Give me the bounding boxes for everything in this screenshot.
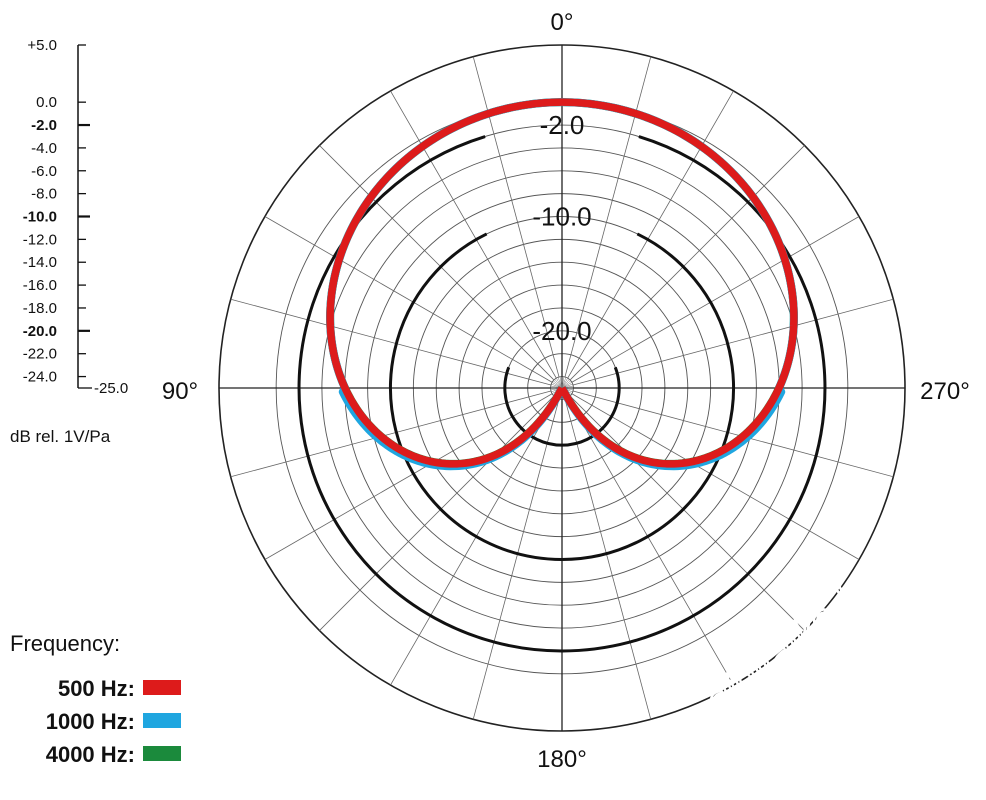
- grid-spoke: [472, 398, 560, 720]
- bold-ring: [503, 366, 621, 447]
- hub-spoke: [561, 379, 570, 389]
- legend-swatch: [143, 680, 181, 695]
- scale-tick-label: -10.0: [23, 209, 57, 226]
- ring-label: -20.0: [532, 316, 591, 346]
- grid-spoke: [264, 393, 553, 560]
- scale-tick-label: -2.0: [31, 117, 57, 134]
- scale-tick-label: -22.0: [23, 346, 57, 363]
- grid-spoke: [569, 145, 805, 381]
- hub-spoke: [551, 382, 563, 389]
- bold-rings: [297, 135, 827, 653]
- grid-spoke: [572, 298, 894, 386]
- bold-ring: [297, 135, 827, 653]
- grid-spoke: [230, 298, 552, 386]
- legend: Frequency: 500 Hz: 1000 Hz: 4000 Hz:: [10, 631, 181, 767]
- legend-item-label: 4000 Hz:: [46, 742, 135, 767]
- db-scale: +5.0 0.0 -2.0 -4.0 -6.0 -8.0 -10.0 -12.0 -14.0 -1…: [23, 37, 128, 397]
- scale-tick-label: -18.0: [23, 300, 57, 317]
- scale-tick-label: -14.0: [23, 254, 57, 271]
- angle-label-bottom: 180°: [537, 746, 587, 773]
- angle-label-right: 270°: [920, 378, 970, 405]
- grid-spoke: [571, 216, 860, 383]
- ring-label: -10.0: [532, 202, 591, 232]
- hub-spoke: [561, 377, 568, 389]
- unit-label: dB rel. 1V/Pa: [10, 427, 111, 446]
- scale-tick-label: -25.0: [94, 380, 128, 397]
- grid-spoke: [230, 390, 552, 478]
- scale-tick-label: -8.0: [31, 186, 57, 203]
- hub-spoke: [561, 376, 565, 389]
- legend-item-label: 1000 Hz:: [46, 709, 135, 734]
- hub-spoke: [557, 377, 563, 389]
- legend-swatch: [143, 713, 181, 728]
- legend-item-label: 500 Hz:: [58, 676, 135, 701]
- scale-tick-label: -20.0: [23, 323, 57, 340]
- scale-tick-label: 0.0: [36, 94, 57, 111]
- hub-spoke: [559, 376, 563, 389]
- scale-tick-label: -16.0: [23, 277, 57, 294]
- scale-tick-label: -12.0: [23, 231, 57, 248]
- scale-tick-label: +5.0: [27, 37, 57, 54]
- grid-spoke: [572, 390, 894, 478]
- hub-spoke: [561, 380, 571, 389]
- hub-spoke: [554, 379, 563, 389]
- ring-label: -2.0: [540, 110, 585, 140]
- grid-spokes: [219, 45, 905, 731]
- angle-label-top: 0°: [551, 9, 574, 36]
- grid-spoke: [390, 397, 557, 686]
- angle-label-left: 90°: [162, 378, 198, 405]
- grid-spoke: [564, 398, 652, 720]
- hub-spoke: [556, 377, 563, 389]
- legend-title: Frequency:: [10, 631, 120, 656]
- ring-labels: -2.0 -10.0 -20.0: [532, 110, 591, 346]
- legend-swatch: [143, 746, 181, 761]
- grid-spoke: [567, 397, 734, 686]
- grid-spoke: [319, 145, 555, 381]
- hub-spoke: [561, 382, 573, 389]
- hub-spoke: [561, 377, 567, 389]
- grid-spoke: [571, 393, 860, 560]
- grid-spoke: [569, 395, 805, 631]
- hub-spoke: [553, 380, 563, 389]
- scale-tick-label: -6.0: [31, 163, 57, 180]
- grid-spoke: [264, 216, 553, 383]
- grid-spoke: [319, 395, 555, 631]
- scale-tick-label: -24.0: [23, 369, 57, 386]
- series-line: [326, 98, 798, 468]
- scale-tick-label: -4.0: [31, 140, 57, 157]
- grid-spoke: [567, 90, 734, 379]
- grid-spoke: [390, 90, 557, 379]
- watermark-text: www.digitalko.hu: [617, 557, 892, 787]
- series-layer: [326, 98, 798, 471]
- bold-ring: [389, 232, 735, 561]
